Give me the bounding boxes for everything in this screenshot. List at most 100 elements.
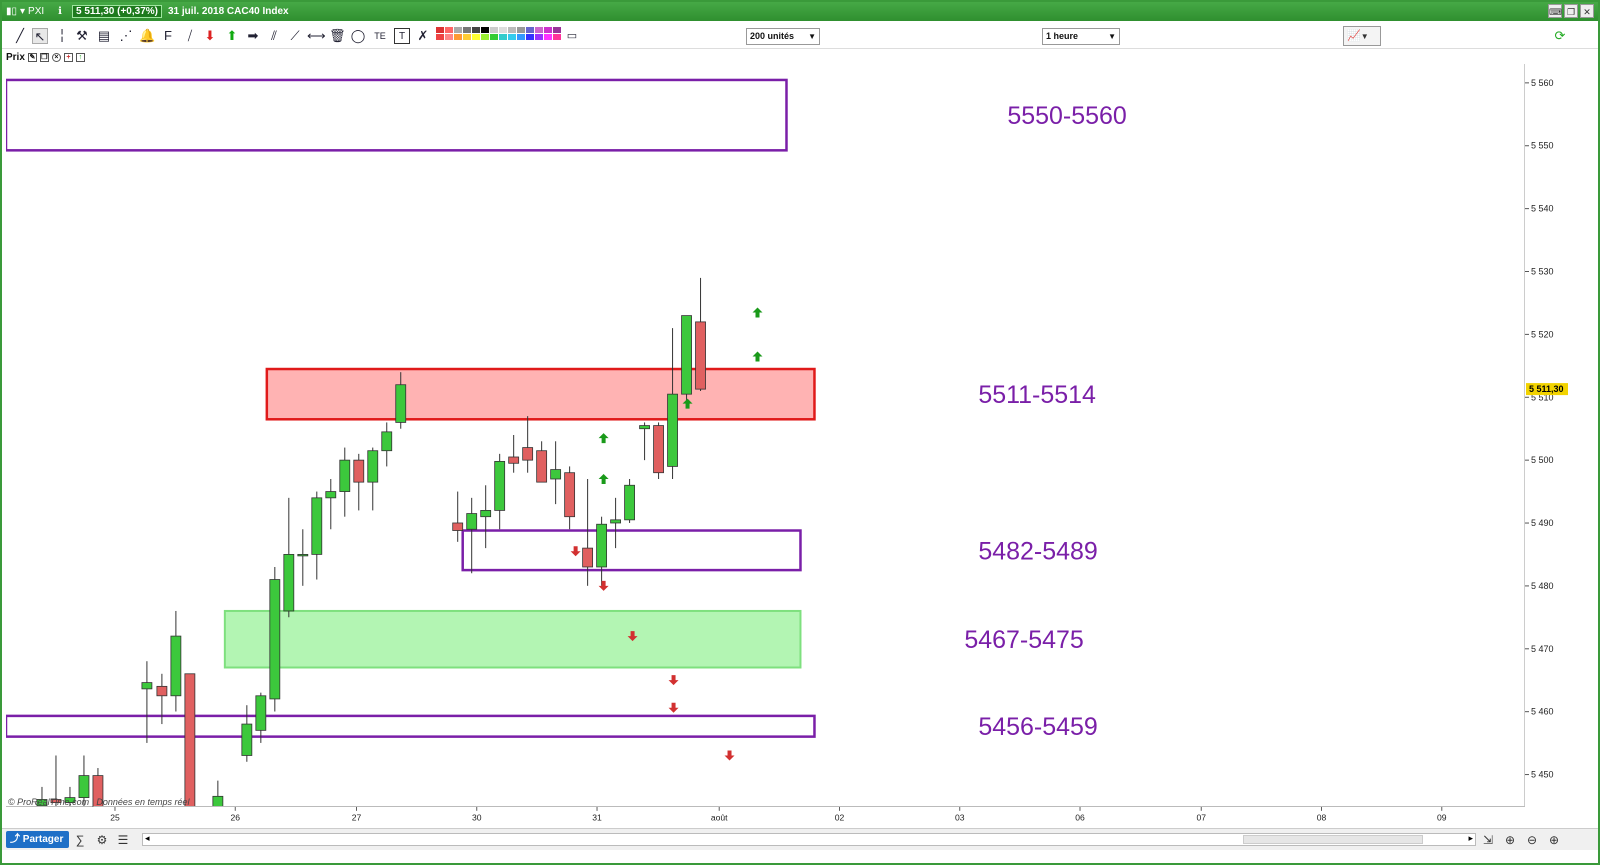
candle[interactable] — [311, 497, 323, 555]
candle[interactable] — [695, 321, 706, 390]
timeframe-select[interactable]: 1 heure ▼ — [1042, 28, 1120, 45]
list-icon[interactable]: ☰ — [117, 833, 129, 847]
wrench-icon[interactable]: ✎ — [27, 52, 37, 62]
segment-icon[interactable]: ⟋ — [290, 28, 300, 43]
chart-type-button[interactable]: 📈▼ — [1343, 26, 1381, 46]
parallel-lines-icon[interactable]: ⫽ — [271, 28, 277, 43]
close-button[interactable]: ✕ — [1580, 4, 1594, 18]
candle[interactable] — [681, 315, 692, 395]
settings-icon[interactable]: ⚙ — [96, 833, 108, 847]
zoom-in-icon[interactable]: ⊕ — [1548, 833, 1560, 847]
candle[interactable] — [212, 795, 224, 806]
cross-tool-icon[interactable]: ✗ — [417, 28, 429, 43]
text-style-icon[interactable]: TE — [374, 31, 386, 41]
candle[interactable] — [667, 393, 678, 467]
zoom-out-icon[interactable]: ⊖ — [1526, 833, 1538, 847]
candle[interactable] — [381, 431, 393, 452]
close-icon[interactable]: × — [51, 52, 61, 62]
candle[interactable] — [255, 695, 267, 731]
time-axis[interactable]: 25 26 27 30 31 août 02 03 06 07 08 09 — [6, 806, 1525, 828]
zone-5482-5489[interactable] — [461, 529, 802, 572]
zone-5456-5459[interactable] — [6, 714, 816, 738]
vertical-line-icon[interactable]: ╎ — [58, 28, 66, 43]
color-palette[interactable] — [436, 27, 562, 45]
candle[interactable] — [564, 472, 576, 518]
candle[interactable] — [339, 459, 351, 492]
candle[interactable] — [494, 460, 506, 511]
pointer-tool-icon[interactable]: ↖ — [32, 28, 48, 44]
keyboard-icon[interactable]: ⌨ — [1548, 4, 1562, 18]
text-tool-icon[interactable]: T — [394, 28, 410, 44]
candle[interactable] — [367, 450, 379, 483]
candle[interactable] — [653, 425, 664, 474]
candle[interactable] — [78, 775, 90, 798]
zone-5467-5475[interactable] — [223, 609, 802, 669]
candle[interactable] — [36, 799, 48, 806]
chevron-down-icon: ▼ — [1108, 32, 1116, 41]
candle[interactable] — [480, 510, 492, 518]
scroll-left-icon[interactable]: ◂ — [145, 833, 150, 843]
candle[interactable] — [353, 459, 365, 483]
candle[interactable] — [92, 775, 104, 806]
candle[interactable] — [297, 553, 309, 557]
candle[interactable] — [624, 484, 635, 521]
candle[interactable] — [508, 456, 520, 464]
candle[interactable] — [550, 469, 562, 480]
auto-scale-icon[interactable]: ⇲ — [1482, 833, 1494, 847]
candle[interactable] — [536, 450, 548, 483]
candle[interactable] — [283, 553, 295, 612]
down-arrow-icon — [627, 631, 638, 642]
candle[interactable] — [156, 685, 168, 697]
duplicate-icon[interactable]: ❐ — [39, 52, 49, 62]
restore-button[interactable]: ❐ — [1564, 4, 1578, 18]
refresh-icon[interactable]: ⟳ — [1554, 28, 1566, 43]
trash-icon[interactable]: 🗑 — [329, 28, 346, 43]
candle[interactable] — [269, 579, 281, 700]
candle[interactable] — [610, 519, 621, 524]
lasso-icon[interactable]: ◯ — [350, 28, 366, 43]
down-arrow-tool-icon[interactable]: ⬇ — [204, 28, 216, 43]
symbol-label: PXI — [28, 6, 45, 17]
fibonacci-icon[interactable]: ▤ — [97, 28, 111, 43]
info-icon[interactable]: ℹ — [58, 6, 62, 17]
candle[interactable] — [452, 522, 464, 531]
fe-tool-icon[interactable]: F — [164, 28, 172, 43]
candle[interactable] — [466, 513, 478, 530]
share-button[interactable]: ⤴ Partager — [6, 831, 70, 848]
indicator-icon[interactable]: ∑ — [75, 833, 85, 847]
candle[interactable] — [50, 799, 62, 804]
scroll-right-icon[interactable]: ▸ — [1468, 833, 1473, 843]
zone-5511-5514[interactable] — [265, 367, 816, 421]
alert-bell-icon[interactable]: 🔔 — [139, 28, 156, 43]
channel-icon[interactable]: ⧸ — [187, 28, 193, 43]
expand-icon[interactable]: ↑ — [75, 52, 85, 62]
up-arrow-icon — [682, 398, 693, 409]
window-menu[interactable]: ▮▯ ▾ PXI — [6, 6, 44, 17]
price-axis[interactable]: 5 450 5 460 5 470 5 480 5 490 5 500 5 510 5 520… — [1525, 64, 1598, 806]
candle[interactable] — [141, 682, 153, 690]
units-select[interactable]: 200 unités ▼ — [746, 28, 820, 45]
candle[interactable] — [596, 523, 608, 568]
right-arrow-tool-icon[interactable]: ➡ — [247, 28, 259, 43]
zoom-fit-icon[interactable]: ⊕ — [1504, 833, 1516, 847]
price-chart[interactable]: 5550-5560 5511-5514 5482-5489 5467-5475 5456… — [6, 64, 1525, 806]
line-tool-icon[interactable]: ╱ — [16, 28, 24, 43]
candle[interactable] — [522, 447, 534, 461]
magnet-icon[interactable]: ⚒ — [76, 28, 88, 43]
add-indicator-icon[interactable]: + — [63, 52, 73, 62]
rectangle-tool-icon[interactable]: ▭ — [566, 30, 578, 42]
horizontal-scrollbar[interactable]: ◂ ▸ — [142, 833, 1476, 846]
up-arrow-tool-icon[interactable]: ⬆ — [226, 28, 238, 43]
candle[interactable] — [184, 673, 196, 806]
scrollbar-thumb[interactable] — [1243, 835, 1423, 844]
candle[interactable] — [639, 425, 650, 430]
candle[interactable] — [170, 635, 182, 697]
candle[interactable] — [395, 384, 407, 423]
candle[interactable] — [64, 797, 76, 804]
fan-icon[interactable]: ⋰ — [119, 28, 133, 43]
zone-5550-5560[interactable] — [6, 78, 788, 152]
candle[interactable] — [241, 723, 253, 756]
horizontal-line-icon[interactable]: ⟷ — [307, 28, 326, 43]
candle[interactable] — [582, 547, 594, 568]
candle[interactable] — [325, 491, 337, 499]
